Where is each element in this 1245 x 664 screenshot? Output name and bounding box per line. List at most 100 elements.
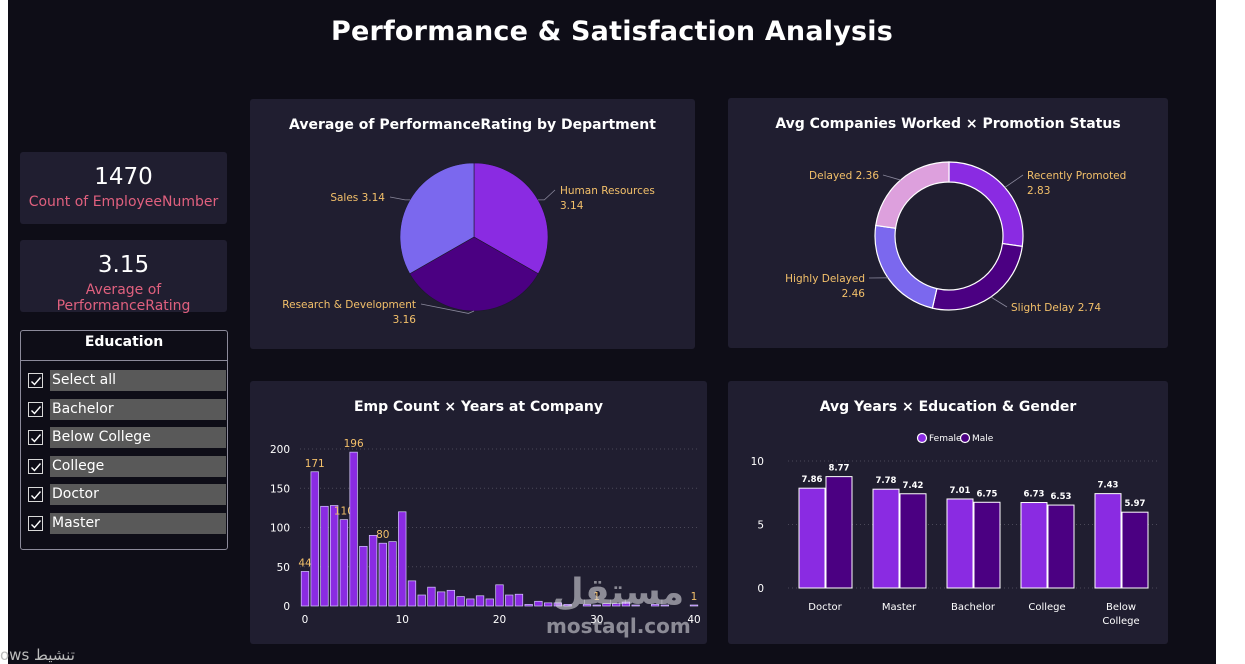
leader-line (538, 189, 556, 201)
pie-slice[interactable] (473, 162, 549, 275)
year-bar[interactable] (689, 604, 699, 607)
year-bar[interactable] (446, 589, 456, 607)
year-bar[interactable] (650, 604, 660, 607)
year-bar[interactable] (320, 505, 329, 607)
year-bar[interactable] (524, 604, 533, 607)
leader-line (882, 174, 901, 181)
bar-data-label: 6.75 (977, 489, 998, 499)
legend-marker (959, 432, 971, 444)
year-bar[interactable] (553, 602, 562, 607)
bar-data-label: 1 (691, 591, 698, 603)
bar-data-label: 7.86 (802, 475, 823, 485)
check-icon (31, 377, 42, 386)
check-icon (31, 405, 42, 415)
leader-line (420, 303, 475, 314)
year-bar[interactable] (349, 451, 358, 607)
year-bar[interactable] (359, 545, 368, 607)
donut-data-label: Highly Delayed (785, 273, 865, 285)
year-bar[interactable] (456, 596, 465, 607)
checkbox[interactable] (28, 487, 43, 503)
year-bar[interactable] (427, 586, 436, 607)
education-option-doctor[interactable]: Doctor (27, 484, 227, 506)
year-bar[interactable] (378, 542, 387, 607)
year-bar[interactable] (407, 580, 417, 607)
option-highlight (50, 455, 226, 477)
kpi-avg-rating-label: Average of PerformanceRating (56, 282, 191, 314)
bar-data-label: 7.78 (876, 476, 897, 486)
year-bar[interactable] (310, 471, 319, 607)
year-bar[interactable] (602, 603, 611, 607)
year-bar[interactable] (368, 535, 378, 607)
y-tick-label: 50 (277, 562, 290, 574)
education-bar[interactable] (946, 498, 974, 589)
y-tick-label: 5 (757, 520, 764, 532)
year-bar[interactable] (330, 505, 339, 607)
donut-data-label: Recently Promoted (1027, 170, 1126, 182)
year-bar[interactable] (621, 601, 631, 607)
pie-slice[interactable] (399, 162, 475, 275)
bar-data-label: 6.53 (1051, 492, 1072, 502)
year-bar[interactable] (514, 593, 524, 607)
checkbox[interactable] (28, 373, 43, 388)
year-bar[interactable] (300, 571, 310, 607)
education-bar[interactable] (1094, 493, 1122, 589)
year-bar[interactable] (534, 600, 543, 607)
x-category-label: Master (882, 602, 917, 613)
education-bar[interactable] (973, 501, 1001, 589)
year-bar[interactable] (388, 541, 397, 607)
donut-slice[interactable] (948, 161, 1024, 248)
education-bar[interactable] (872, 488, 900, 589)
year-bar[interactable] (417, 594, 426, 607)
checkbox[interactable] (28, 401, 43, 417)
bar-data-label: 80 (376, 529, 389, 541)
checkbox[interactable] (28, 516, 43, 531)
y-tick-label: 0 (757, 583, 764, 595)
x-tick-label: 10 (396, 614, 409, 626)
donut-slice[interactable] (874, 224, 938, 309)
donut-slice[interactable] (875, 161, 950, 229)
bar-data-label: 7.42 (903, 481, 924, 491)
donut-slice[interactable] (931, 242, 1023, 311)
education-bar[interactable] (899, 493, 927, 589)
pie-data-label: Sales 3.14 (330, 192, 385, 204)
year-bar[interactable] (475, 595, 485, 607)
year-bar[interactable] (398, 511, 407, 607)
year-bar[interactable] (582, 604, 592, 607)
year-bar[interactable] (592, 604, 601, 607)
dashboard-canvas: Performance & Satisfaction Analysis 1470… (8, 0, 1216, 664)
year-bar[interactable] (485, 598, 494, 607)
page-title: Performance & Satisfaction Analysis (330, 16, 894, 47)
education-option-bachelor[interactable]: Bachelor (27, 398, 227, 421)
education-bar[interactable] (825, 476, 853, 589)
education-bar[interactable] (1121, 511, 1149, 589)
checkbox[interactable] (28, 430, 43, 446)
checkbox[interactable] (28, 458, 43, 474)
education-option-select-all[interactable]: Select all (27, 370, 227, 392)
watermark-arabic: مستقل (552, 572, 685, 613)
kpi-avg-rating[interactable]: 3.15 Average of PerformanceRating (20, 240, 227, 314)
year-bar[interactable] (495, 584, 504, 607)
education-option-below-college[interactable]: Below College (27, 427, 227, 449)
year-bar[interactable] (543, 602, 553, 607)
year-bar[interactable] (660, 604, 669, 607)
x-tick-label: 20 (493, 614, 506, 626)
education-bar[interactable] (1047, 504, 1075, 589)
year-bar[interactable] (563, 604, 572, 607)
education-gender-title: Avg Years × Education & Gender (819, 399, 1077, 415)
year-bar[interactable] (437, 591, 446, 607)
option-label: Bachelor (52, 400, 114, 417)
check-icon (31, 491, 42, 500)
kpi-employee-count[interactable]: 1470 Count of EmployeeNumber (20, 152, 227, 224)
year-bar[interactable] (631, 604, 640, 607)
education-bar[interactable] (798, 487, 826, 589)
y-tick-label: 100 (270, 523, 290, 535)
year-bar[interactable] (339, 519, 349, 607)
year-bar[interactable] (466, 598, 475, 607)
year-bar[interactable] (612, 603, 621, 607)
education-bar[interactable] (1020, 502, 1048, 589)
year-bar[interactable] (505, 594, 514, 607)
dept-rating-card: Average of PerformanceRating by Departme… (250, 99, 695, 349)
education-option-college[interactable]: College (27, 455, 227, 478)
education-option-master[interactable]: Master (27, 513, 227, 535)
donut-data-label: 2.83 (1027, 185, 1050, 197)
